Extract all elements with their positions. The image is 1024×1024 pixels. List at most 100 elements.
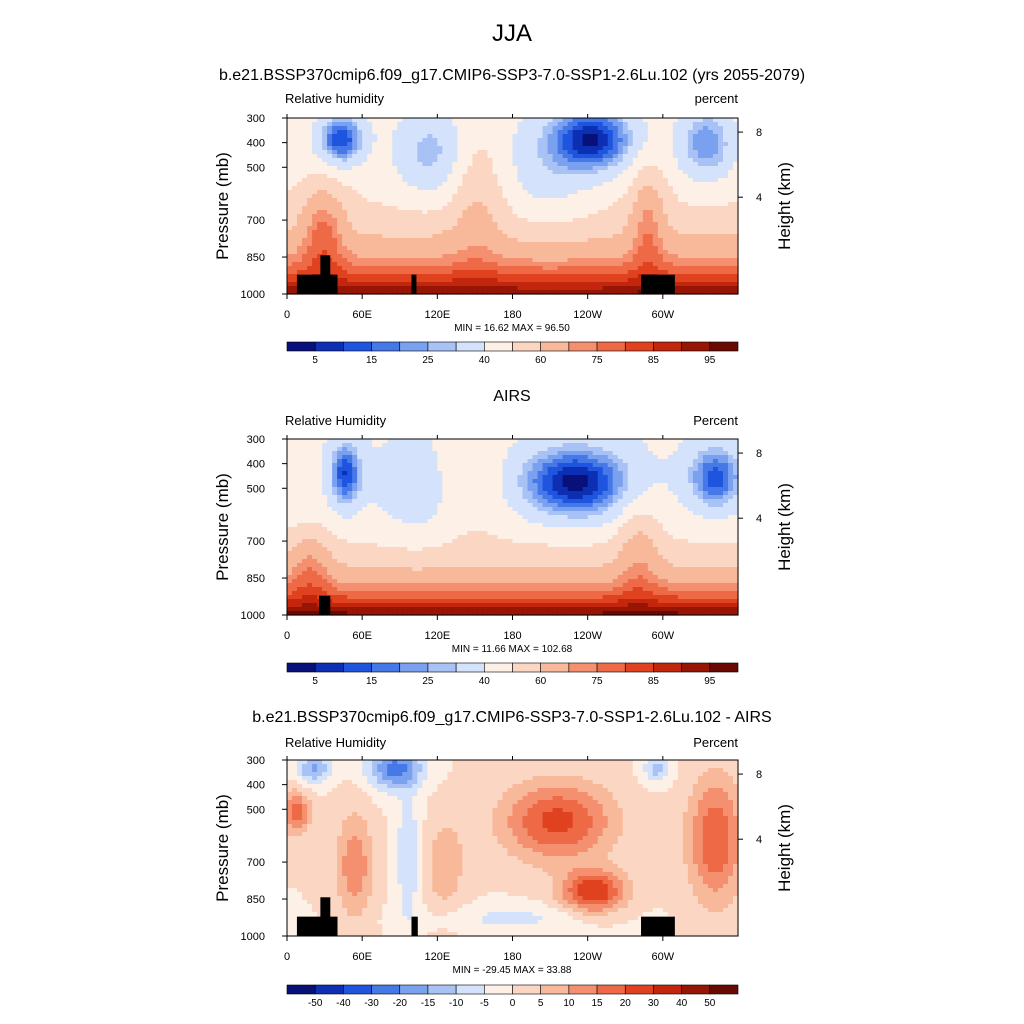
contour-cell (542, 150, 549, 155)
contour-cell (537, 254, 544, 259)
contour-cell (717, 142, 724, 147)
contour-cell (357, 463, 363, 468)
contour-cell (372, 210, 378, 215)
contour-cell (617, 142, 624, 147)
contour-cell (577, 226, 584, 231)
contour-cell (407, 467, 413, 472)
contour-cell (677, 198, 684, 203)
contour-cell (397, 130, 403, 135)
contour-cell (567, 459, 574, 464)
contour-cell (577, 154, 584, 159)
contour-cell (727, 467, 734, 472)
contour-cell (427, 182, 433, 187)
contour-cell (292, 154, 298, 159)
contour-cell (597, 467, 604, 472)
contour-cell (597, 254, 604, 259)
contour-cell (597, 206, 604, 211)
contour-cell (497, 463, 504, 468)
contour-cell (447, 282, 453, 287)
contour-cell (302, 230, 308, 235)
contour-cell (382, 206, 388, 211)
contour-cell (367, 214, 373, 219)
contour-cell (602, 198, 609, 203)
contour-cell (687, 242, 694, 247)
contour-cell (632, 258, 639, 263)
contour-cell (412, 467, 418, 472)
contour-cell (372, 443, 378, 448)
contour-cell (577, 254, 584, 259)
contour-cell (377, 266, 383, 271)
contour-cell (457, 230, 463, 235)
contour-cell (632, 142, 639, 147)
contour-cell (732, 270, 739, 275)
contour-cell (662, 455, 669, 460)
contour-cell (427, 443, 433, 448)
contour-cell (517, 230, 524, 235)
contour-cell (607, 270, 614, 275)
contour-cell (407, 182, 413, 187)
contour-cell (712, 162, 719, 167)
contour-cell (697, 290, 704, 295)
contour-cell (362, 158, 368, 163)
contour-cell (702, 210, 709, 215)
contour-cell (542, 238, 549, 243)
contour-cell (472, 190, 479, 195)
contour-cell (657, 230, 664, 235)
contour-cell (452, 138, 458, 143)
contour-cell (337, 186, 343, 191)
contour-cell (352, 278, 358, 283)
contour-cell (417, 154, 423, 159)
contour-cell (577, 206, 584, 211)
contour-cell (287, 126, 293, 131)
contour-cell (722, 463, 729, 468)
contour-cell (587, 174, 594, 179)
contour-cell (507, 443, 514, 448)
contour-cell (352, 290, 358, 295)
contour-cell (312, 266, 318, 271)
contour-cell (697, 475, 704, 480)
contour-cell (322, 178, 328, 183)
contour-cell (472, 471, 479, 476)
contour-cell (577, 138, 584, 143)
contour-cell (432, 218, 438, 223)
contour-cell (587, 242, 594, 247)
contour-cell (392, 186, 398, 191)
contour-cell (602, 194, 609, 199)
contour-cell (662, 258, 669, 263)
contour-cell (322, 206, 328, 211)
contour-cell (477, 202, 484, 207)
contour-cell (547, 258, 554, 263)
contour-cell (427, 122, 433, 127)
contour-cell (502, 194, 509, 199)
contour-cell (572, 194, 579, 199)
contour-cell (662, 226, 669, 231)
contour-cell (297, 250, 303, 255)
right-string: percent (695, 91, 739, 106)
contour-cell (467, 214, 474, 219)
contour-cell (552, 463, 559, 468)
contour-cell (697, 190, 704, 195)
contour-cell (707, 214, 714, 219)
contour-cell (727, 238, 734, 243)
contour-cell (602, 479, 609, 484)
contour-cell (492, 479, 499, 484)
contour-cell (572, 447, 579, 452)
contour-cell (692, 459, 699, 464)
contour-cell (557, 150, 564, 155)
contour-cell (467, 290, 474, 295)
contour-cell (362, 210, 368, 215)
contour-cell (497, 258, 504, 263)
contour-cell (557, 214, 564, 219)
contour-cell (352, 126, 358, 131)
contour-cell (682, 471, 689, 476)
contour-cell (647, 142, 654, 147)
contour-cell (542, 158, 549, 163)
contour-cell (337, 451, 343, 456)
contour-cell (687, 246, 694, 251)
contour-cell (522, 154, 529, 159)
contour-cell (542, 178, 549, 183)
contour-cell (372, 455, 378, 460)
contour-cell (517, 126, 524, 131)
contour-cell (432, 198, 438, 203)
contour-cell (367, 210, 373, 215)
